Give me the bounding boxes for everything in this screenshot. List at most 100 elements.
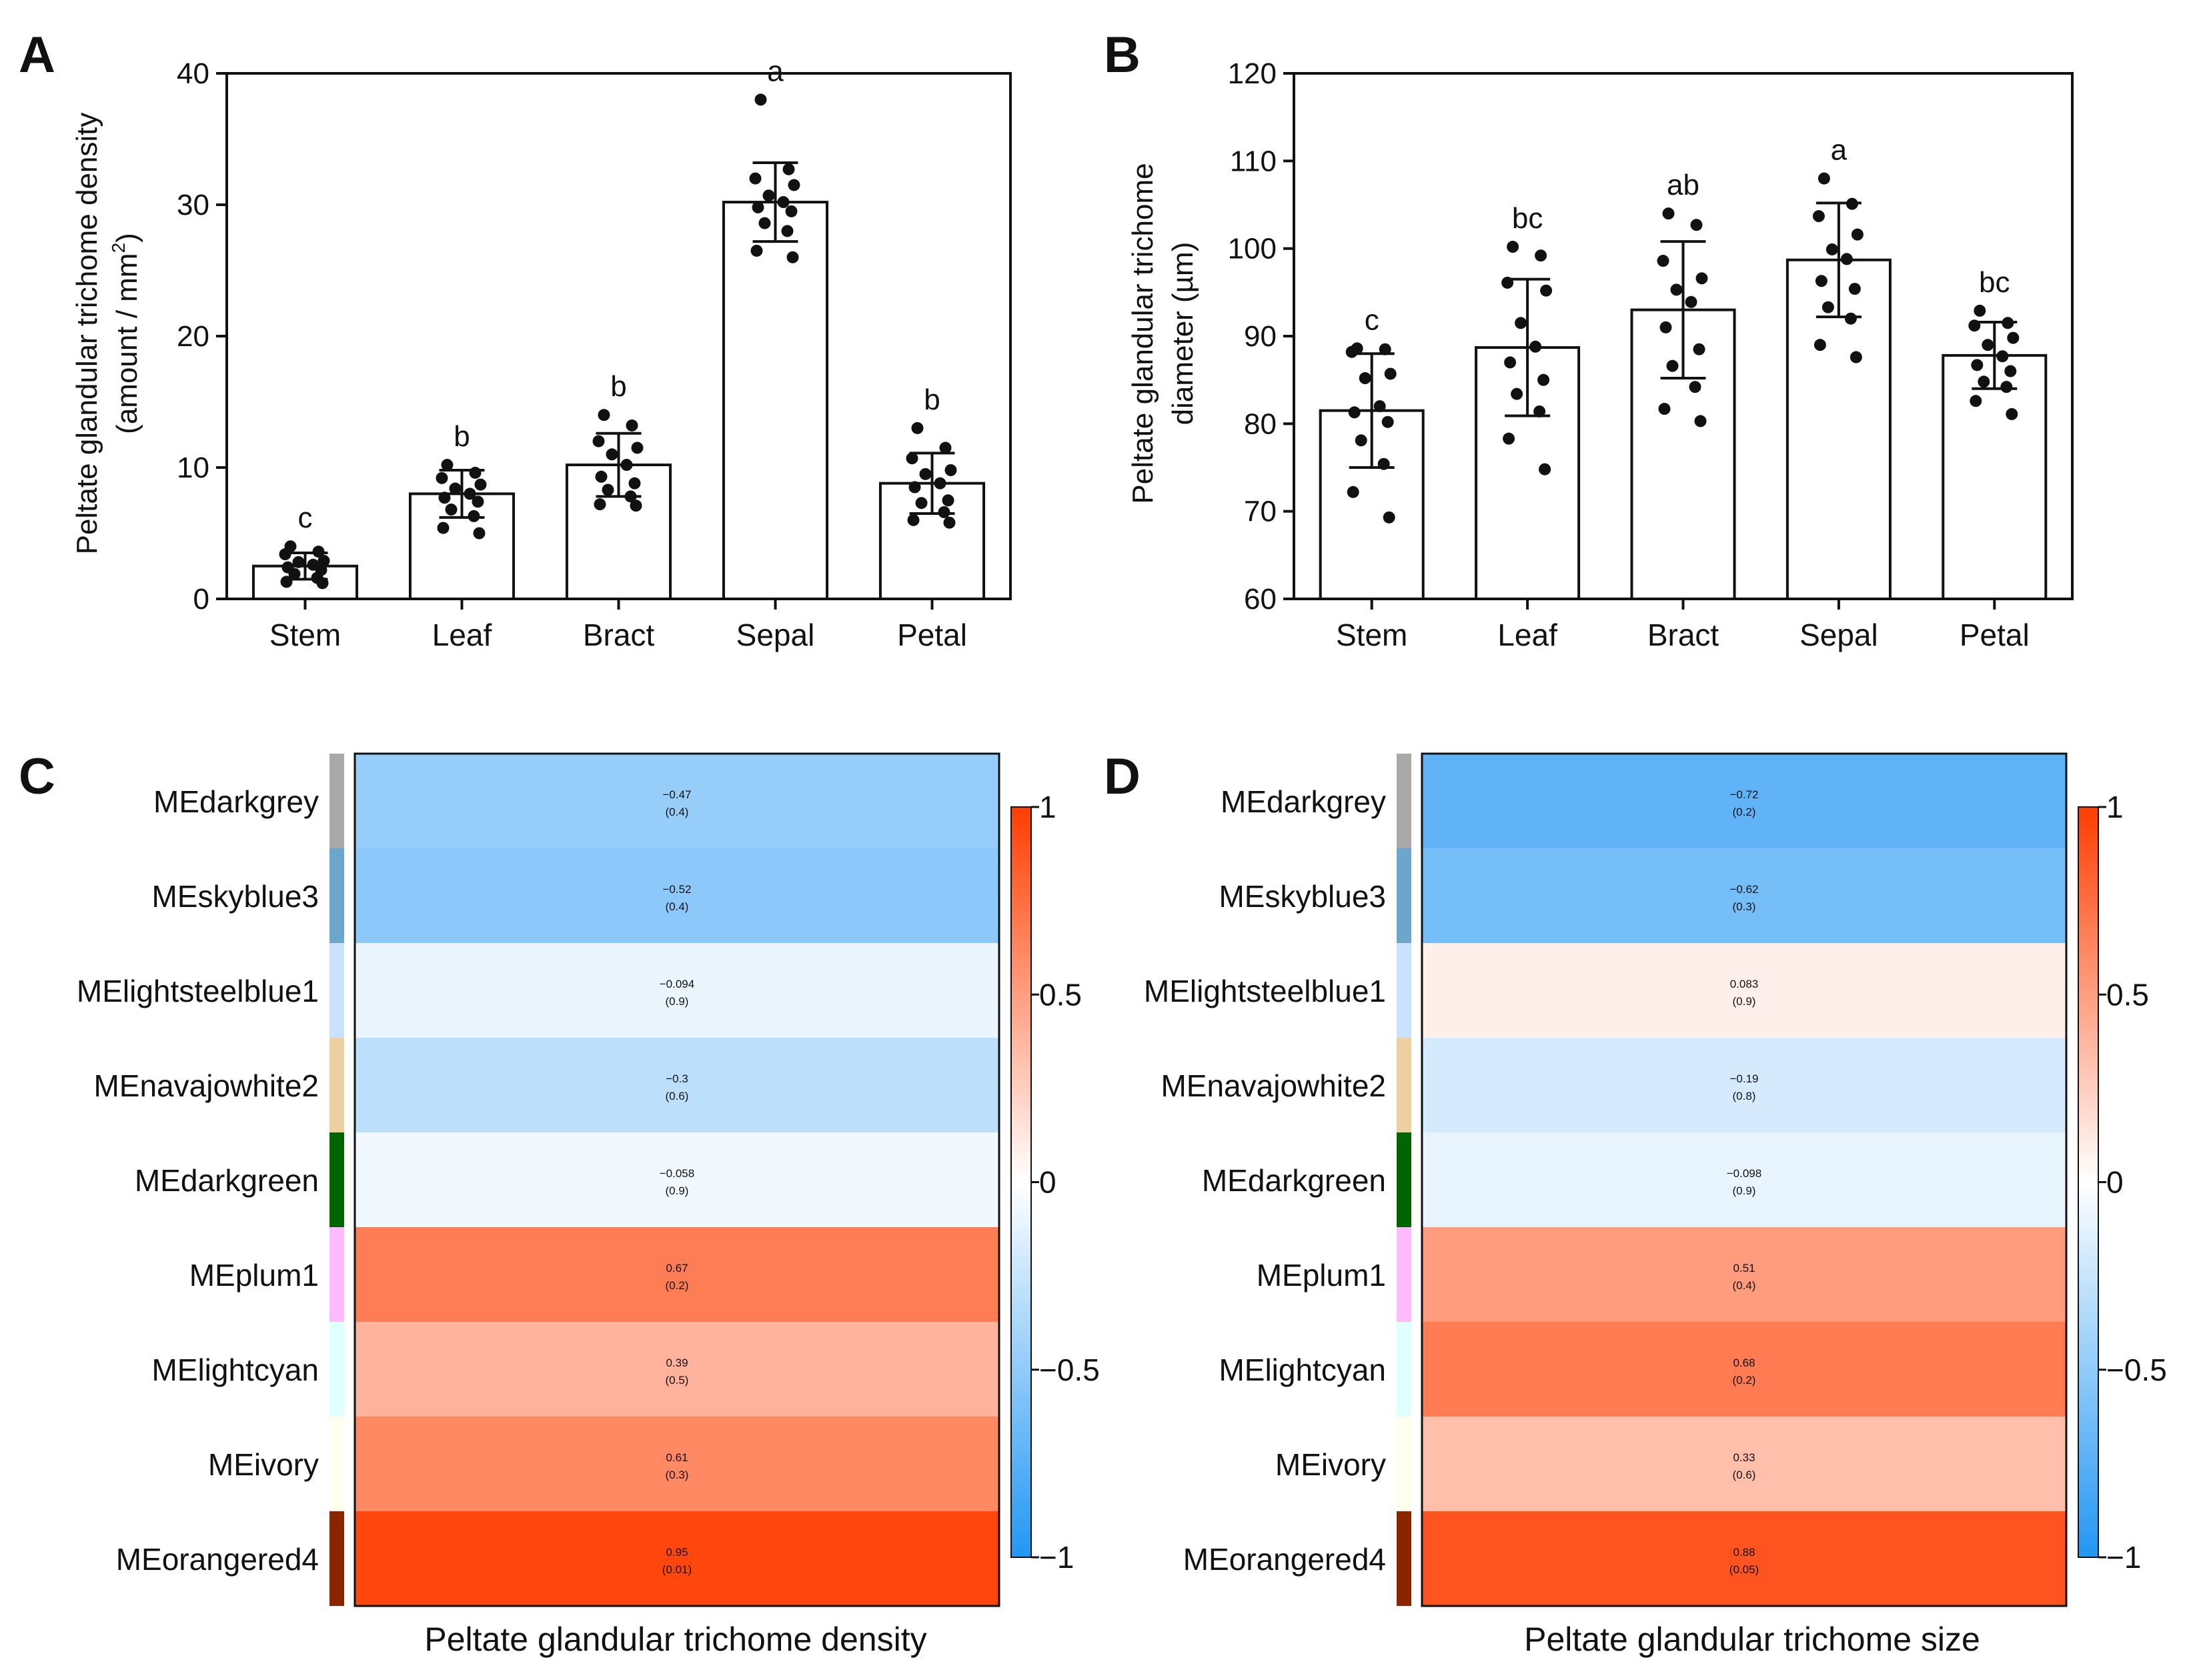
- panel-b-data-point: [1815, 275, 1828, 287]
- panel-c-module-color-swatch: [329, 1227, 344, 1322]
- panel-b-data-point: [1503, 432, 1515, 445]
- panel-a-data-point: [280, 576, 293, 588]
- panel-a-data-point: [758, 217, 771, 229]
- panel-d-heatmap-body: MEdarkgrey −0.72 (0.2) MEskyblue3 −0.62 (0.3)…: [1144, 752, 2167, 1607]
- panel-c-heatmap-cell: [355, 754, 999, 848]
- panel-b-data-point: [1846, 197, 1858, 210]
- panel-b-data-point: [1377, 458, 1390, 470]
- panel-c-colorbar-tick-label: −0.5: [1039, 1353, 1100, 1387]
- panel-c-module-label: MEnavajowhite2: [93, 1068, 319, 1103]
- panel-c-module-label: MElightcyan: [151, 1353, 319, 1387]
- panel-b-data-point: [1384, 367, 1397, 380]
- panel-a-data-point: [631, 442, 644, 454]
- panel-d-module-label: MEdarkgrey: [1221, 784, 1386, 819]
- panel-a-data-point: [473, 527, 486, 540]
- panel-c-module-color-swatch: [329, 1417, 344, 1511]
- panel-b-data-point: [1511, 387, 1523, 400]
- panel-c-cell-pvalue: (0.01): [662, 1563, 692, 1576]
- panel-d-cell-pvalue: (0.9): [1733, 995, 1756, 1008]
- panel-a-data-point: [749, 172, 762, 185]
- panel-c-cell-pvalue: (0.2): [666, 1279, 689, 1292]
- panel-d-cell-correlation: 0.33: [1733, 1451, 1755, 1464]
- panel-a-data-point: [942, 494, 954, 507]
- panel-b-data-point: [1690, 219, 1703, 231]
- panel-a-data-point: [628, 477, 641, 490]
- panel-b-data-point: [1970, 395, 1982, 407]
- panel-b-data-point: [1662, 207, 1675, 220]
- panel-a-data-point: [919, 468, 932, 480]
- panel-c-heatmap-cell: [355, 1227, 999, 1322]
- panel-d-heatmap-cell: [1422, 848, 2066, 943]
- panel-c-module-label: MEdarkgrey: [153, 784, 319, 819]
- panel-a-data-point: [785, 205, 798, 217]
- panel-b-data-point: [1504, 356, 1517, 369]
- panel-c-heatmap-cell: [355, 1322, 999, 1417]
- panel-b-data-point: [1657, 255, 1669, 267]
- panel-b-data-point: [1670, 283, 1683, 296]
- panel-b-data-point: [1537, 373, 1550, 386]
- panel-d-heatmap-cell: [1422, 1322, 2066, 1417]
- panel-a-data-point: [781, 225, 794, 237]
- panel-letter-c: C: [19, 748, 55, 805]
- panel-a-ylabel-close: ): [111, 233, 143, 243]
- panel-d-heatmap-cell: [1422, 1132, 2066, 1227]
- panel-b-data-point: [1379, 343, 1391, 355]
- panel-b-significance-letter: bc: [1512, 202, 1543, 235]
- panel-b-data-point: [1383, 511, 1395, 524]
- panel-a-x-tick-label: Leaf: [432, 618, 492, 652]
- panel-a-y-tick-label: 10: [177, 452, 209, 484]
- panel-b-data-point: [2006, 407, 2018, 420]
- panel-a-data-point: [752, 201, 764, 213]
- panel-c-cell-pvalue: (0.5): [666, 1374, 689, 1387]
- panel-d-cell-pvalue: (0.6): [1733, 1469, 1756, 1481]
- panel-b-y-tick-label: 100: [1228, 233, 1277, 265]
- panel-a-ylabel-unit: (amount / mm: [111, 253, 143, 434]
- panel-c-colorbar-tick-label: 0: [1039, 1165, 1056, 1200]
- panel-a-data-point: [449, 482, 462, 495]
- panel-b-data-point: [1693, 343, 1705, 355]
- panel-c-heatmap-cell: [355, 1132, 999, 1227]
- panel-c-colorbar: [1010, 806, 1032, 1558]
- panel-d-colorbar-tick-label: −1: [2106, 1540, 2141, 1575]
- panel-a-data-point: [624, 490, 637, 503]
- panel-d-module-label: MElightcyan: [1219, 1353, 1386, 1387]
- panel-a-data-point: [606, 448, 618, 461]
- panel-d-module-label: MEnavajowhite2: [1161, 1068, 1386, 1103]
- panel-d-colorbar-tick-label: 0.5: [2106, 977, 2149, 1012]
- panel-c-module-color-swatch: [329, 1038, 344, 1132]
- panel-b-data-point: [2007, 331, 2020, 344]
- panel-a-data-point: [279, 548, 291, 561]
- panel-d-colorbar: [2078, 806, 2099, 1558]
- panel-a-data-point: [939, 442, 952, 454]
- panel-d-cell-correlation: −0.62: [1729, 883, 1758, 896]
- panel-b-significance-letter: a: [1831, 134, 1848, 167]
- panel-c-cell-pvalue: (0.4): [666, 900, 689, 913]
- panel-a-significance-letter: b: [454, 420, 470, 453]
- panel-d-module-label: MEskyblue3: [1219, 879, 1386, 914]
- panel-c-module-color-swatch: [329, 848, 344, 943]
- panel-c-heatmap-cell: [355, 848, 999, 943]
- panel-d-module-label: MEorangered4: [1183, 1542, 1386, 1577]
- panel-a-data-point: [316, 577, 329, 590]
- panel-a-data-point: [312, 546, 325, 558]
- panel-b-data-point: [1840, 253, 1853, 265]
- panel-a-plot-area: 0 10 20 30 40 Stem c Leaf b Bract b Sepal a Petal b: [177, 55, 1012, 652]
- panel-d-cell-correlation: 0.68: [1733, 1357, 1755, 1369]
- panel-c-module-color-swatch: [329, 1511, 344, 1606]
- panel-d-heatmap-cell: [1422, 754, 2066, 848]
- panel-d-cell-pvalue: (0.4): [1733, 1279, 1756, 1292]
- panel-b-data-point: [1659, 321, 1672, 333]
- panel-b-data-point: [1535, 249, 1547, 262]
- panel-d-module-label: MEplum1: [1257, 1258, 1386, 1293]
- panel-a-data-point: [788, 179, 800, 191]
- panel-d-module-color-swatch: [1397, 1227, 1411, 1322]
- panel-b-data-point: [1848, 283, 1861, 295]
- panel-b-data-point: [1539, 463, 1551, 476]
- panel-c-cell-pvalue: (0.3): [666, 1469, 689, 1481]
- panel-b-data-point: [1821, 301, 1834, 313]
- panel-b-x-tick-label: Leaf: [1497, 618, 1557, 652]
- panel-b-data-point: [1694, 415, 1707, 428]
- panel-a-ylabel-superscript: 2: [108, 243, 129, 253]
